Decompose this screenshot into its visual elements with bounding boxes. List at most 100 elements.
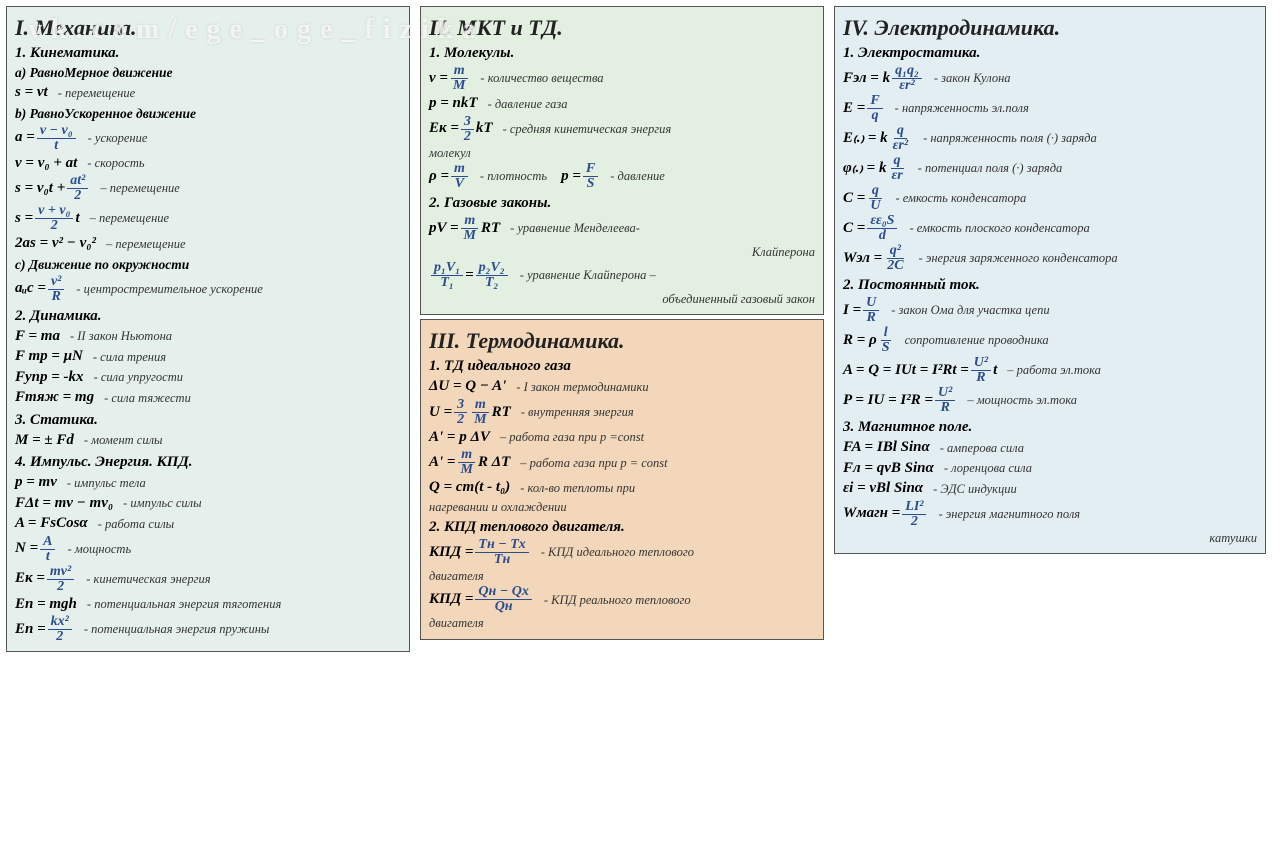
f-A-pdV: A' = p ΔV — [429, 428, 490, 448]
d-ohm: - закон Ома для участка цепи — [891, 302, 1049, 318]
formula-sheet: I. Механика. 1. Кинематика. a) РавноМерн… — [6, 6, 1274, 652]
f-2as: 2as = v² − v₀² — [15, 234, 96, 254]
f-cent: aᵤc =v²R — [15, 275, 66, 304]
d-wmagb: катушки — [1209, 530, 1257, 546]
d10: - сила упругости — [94, 369, 183, 385]
title-mechanics: I. Механика. — [15, 15, 401, 41]
f-s-v0t: s = v₀t +at²2 — [15, 174, 90, 203]
d3: - скорость — [87, 155, 144, 171]
d-pvb: Клайперона — [752, 244, 815, 260]
d17: - кинетическая энергия — [86, 571, 210, 587]
f-v: v = v₀ + at — [15, 154, 77, 174]
f-A-rdt: A' =mM R ΔT — [429, 448, 510, 477]
col-electro: IV. Электродинамика. 1. Электростатика. … — [834, 6, 1266, 554]
d-A-pdV: – работа газа при p =const — [500, 429, 644, 445]
col-mkt-td: II. МКТ и ТД. 1. Молекулы. ν =mM- количе… — [420, 6, 824, 640]
f-rho: ρ =mV — [429, 162, 470, 191]
d9: - сила трения — [93, 349, 166, 365]
sub-kpd: 2. КПД теплового двигателя. — [429, 519, 815, 536]
f-Fl: Fл = qvB Sinα — [843, 459, 934, 479]
d-A: – работа эл.тока — [1007, 362, 1101, 378]
d-Fl: - лоренцова сила — [944, 460, 1032, 476]
f-E-pt: E₍.₎ = k qεr² — [843, 124, 913, 153]
f-Q: Q = cm(t - t₀) — [429, 478, 510, 498]
f-fupr: Fупр = -kx — [15, 368, 84, 388]
d-rho: - плотность — [480, 168, 547, 184]
d-phi: - потенциал поля (·) заряда — [918, 160, 1063, 176]
d-c: - емкость конденсатора — [895, 190, 1026, 206]
sub-gaslaw: 2. Газовые законы. — [429, 195, 815, 212]
d7: - центростремительное ускорение — [76, 281, 262, 297]
d13: - импульс тела — [67, 475, 146, 491]
f-Wmag: Wмагн =LI²2 — [843, 500, 928, 529]
f-I-UR: I =UR — [843, 296, 881, 325]
d-FA: - амперова сила — [940, 440, 1024, 456]
d14: - импульс силы — [123, 495, 202, 511]
d-combb: объединенный газовый закон — [662, 291, 815, 307]
f-kpd-Q: КПД =Qн − QхQн — [429, 585, 534, 614]
title-mkt: II. МКТ и ТД. — [429, 15, 815, 41]
title-thermo: III. Термодинамика. — [429, 328, 815, 354]
d-dU: - I закон термодинамики — [516, 379, 648, 395]
f-s-vt: s = vt — [15, 83, 48, 103]
f-fma: F = ma — [15, 327, 60, 347]
d-comb: - уравнение Клайперона – — [520, 267, 656, 283]
d-kpdTb: двигателя — [429, 568, 484, 584]
d-Ek-ktb: молекул — [429, 145, 471, 161]
d-A-rdt: – работа газа при p = const — [520, 455, 667, 471]
sub-mag: 3. Магнитное поле. — [843, 419, 1257, 436]
d-e: - напряженность эл.поля — [895, 100, 1029, 116]
f-pnkt: p = nkT — [429, 94, 478, 114]
f-Ek-kt: Eк =32 kT — [429, 115, 493, 144]
sub-circ: c) Движение по окружности — [15, 257, 401, 273]
d4: – перемещение — [100, 180, 179, 196]
d1: - перемещение — [58, 85, 135, 101]
f-C-plate: C =εε₀Sd — [843, 214, 899, 243]
d19: - потенциальная энергия пружины — [84, 621, 270, 637]
d6: – перемещение — [106, 236, 185, 252]
f-R-rho: R = ρlS — [843, 326, 895, 355]
d15: - работа силы — [98, 516, 174, 532]
d-wel: - энергия заряженного конденсатора — [919, 250, 1118, 266]
f-dU: ΔU = Q − A' — [429, 377, 506, 397]
f-emf: εi = vBl Sinα — [843, 479, 923, 499]
f-E-Fq: E =Fq — [843, 94, 885, 123]
d-P: – мощность эл.тока — [967, 392, 1077, 408]
title-electro: IV. Электродинамика. — [843, 15, 1257, 41]
d-nu: - количество вещества — [480, 70, 603, 86]
d-U: - внутренняя энергия — [521, 404, 634, 420]
d5: – перемещение — [90, 210, 169, 226]
sub-kinematics: 1. Кинематика. — [15, 45, 401, 62]
d-emf: - ЭДС индукции — [933, 481, 1017, 497]
sub-impulse: 4. Импульс. Энергия. КПД. — [15, 454, 401, 471]
f-p-FS: p =FS — [561, 162, 600, 191]
f-FA: FA = IBl Sinα — [843, 438, 930, 458]
f-s-avg: s =v + v₀2 t — [15, 204, 80, 233]
f-Ek: Eк =mv²2 — [15, 565, 76, 594]
sub-accel: b) РавноУскоренное движение — [15, 106, 401, 122]
sub-statics: 3. Статика. — [15, 412, 401, 429]
f-pV: pV =mM RT — [429, 214, 500, 243]
d-kpdT: - КПД идеального теплового — [541, 544, 694, 560]
f-Ep-mgh: Eп = mgh — [15, 595, 77, 615]
f-ftr: F тр = μN — [15, 347, 83, 367]
d-Ek-kt: - средняя кинетическая энергия — [503, 121, 672, 137]
f-P-elec: P = IU = I²R =U²R — [843, 386, 957, 415]
d-Qb: нагревании и охлаждении — [429, 499, 567, 515]
sub-td-ideal: 1. ТД идеального газа — [429, 358, 815, 375]
f-moment: M = ± Fd — [15, 431, 74, 451]
f-Ep-spring: Eп =kx²2 — [15, 615, 74, 644]
sub-estat: 1. Электростатика. — [843, 45, 1257, 62]
d-pv: - уравнение Менделеева- — [510, 220, 640, 236]
d-r: сопротивление проводника — [905, 332, 1049, 348]
f-fdt: FΔt = mv − mv₀ — [15, 494, 113, 514]
sub-dc: 2. Постоянный ток. — [843, 277, 1257, 294]
f-nu: ν =mM — [429, 64, 470, 93]
f-A-fscosa: A = FsCosα — [15, 514, 88, 534]
f-U: U =32mMRT — [429, 398, 511, 427]
d-wmag: - энергия магнитного поля — [938, 506, 1080, 522]
d-ept: - напряженность поля (·) заряда — [923, 130, 1097, 146]
f-A-elec: A = Q = IUt = I²Rt =U²R t — [843, 356, 997, 385]
d-cp: - емкость плоского конденсатора — [909, 220, 1089, 236]
f-kpd-T: КПД =Tн − TхTн — [429, 538, 531, 567]
